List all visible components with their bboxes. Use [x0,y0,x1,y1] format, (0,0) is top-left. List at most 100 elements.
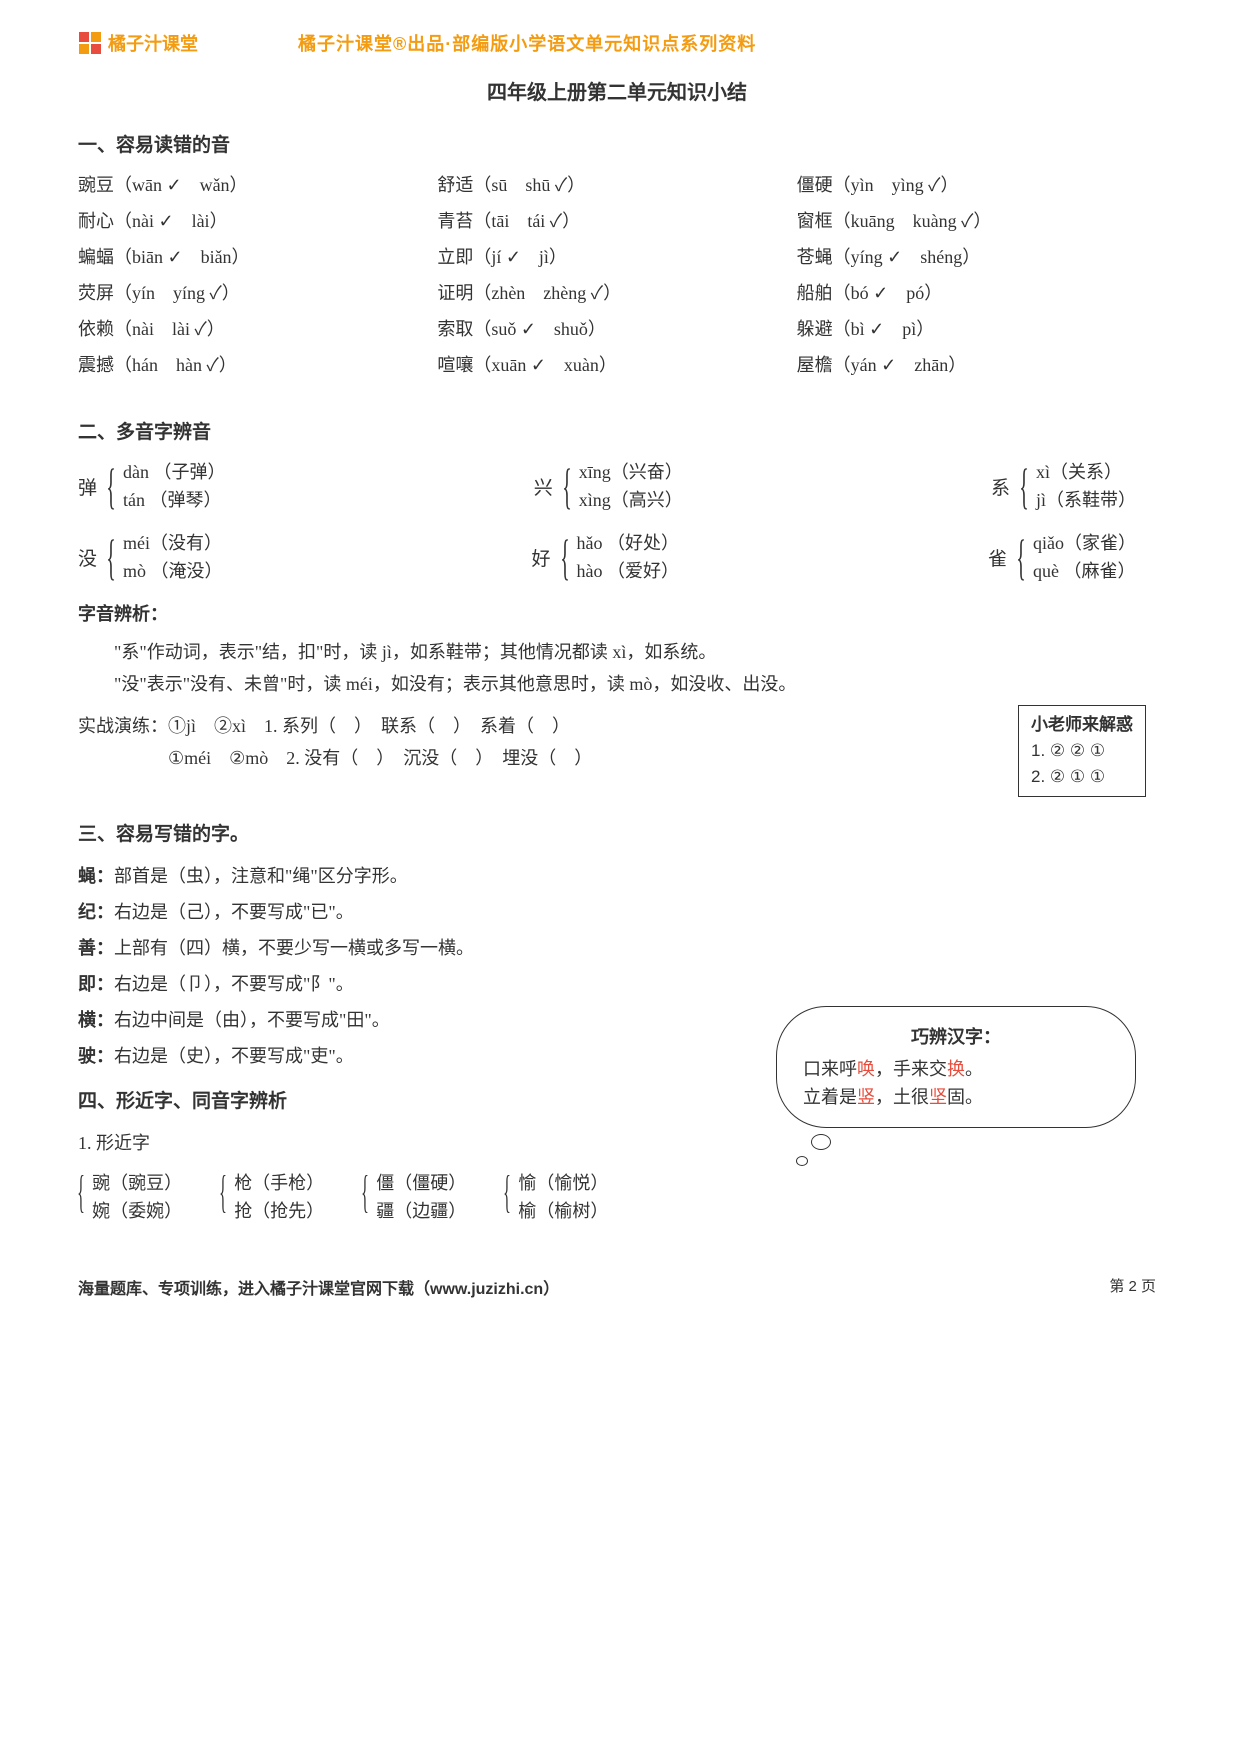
bracket-icon: { [503,1169,511,1215]
pinyin-row: 荧屏（yín yíng ✓） 证明（zhèn zhèng ✓） 船舶（bó ✓ … [78,279,1156,305]
shape-group: { 豌（豌豆） 婉（委婉） [70,1169,182,1225]
duoyin-char: 没 [78,544,99,571]
duoyin-reading: hǎo （好处） [577,529,680,557]
section3-title: 三、容易写错的字。 [78,819,1156,846]
item-text: 右边是（史），不要写成"吏"。 [114,1046,354,1066]
shape-group: { 枪（手枪） 抢（抢先） [212,1169,324,1225]
answer-line: 1. ② ② ① [1031,738,1133,764]
list-item: 即：右边是（卩），不要写成"阝"。 [78,968,1156,1000]
duoyin-group: 系 { xì（关系） jì（系鞋带） [991,458,1136,514]
duoyin-char: 兴 [534,473,555,500]
shape-item: 枪（手枪） [234,1169,324,1197]
bracket-icon: { [106,532,116,582]
cloud-text: 口来呼 [803,1059,857,1079]
pinyin-cell: 荧屏（yín yíng ✓） [78,279,437,305]
duoyin-reading: hào （爱好） [577,557,680,585]
cloud-line: 口来呼唤，手来交换。 [803,1055,1109,1083]
cloud-highlight: 坚 [929,1087,947,1107]
cloud-callout: 巧辨汉字： 口来呼唤，手来交换。 立着是竖，土很坚固。 [776,1006,1136,1128]
logo-text: 橘子汁课堂 [108,30,198,56]
footer-left: 海量题库、专项训练，进入橘子汁课堂官网下载（www.juzizhi.cn） [78,1275,559,1299]
pinyin-cell: 僵硬（yìn yìng ✓） [797,171,1156,197]
item-text: 右边中间是（由），不要写成"田"。 [114,1010,390,1030]
practice-label: 实战演练： [78,716,168,736]
duoyin-reading: méi（没有） [123,529,223,557]
practice-line: 实战演练：①jì ②xì 1. 系列（ ） 联系（ ） 系着（ ） [78,710,1156,742]
answer-line: 2. ② ① ① [1031,764,1133,790]
doc-header: 橘子汁课堂 橘子汁课堂®出品·部编版小学语文单元知识点系列资料 [78,30,1156,56]
logo-icon [78,31,102,55]
page-title: 四年级上册第二单元知识小结 [78,76,1156,105]
pinyin-cell: 船舶（bó ✓ pó） [797,279,1156,305]
practice-q1: ①jì ②xì 1. 系列（ ） 联系（ ） 系着（ ） [168,716,570,736]
bracket-icon: { [106,461,116,511]
pinyin-cell: 舒适（sū shū ✓） [437,171,796,197]
shape-row: { 豌（豌豆） 婉（委婉） { 枪（手枪） 抢（抢先） { 僵（僵硬） 疆（边疆… [70,1169,1156,1225]
pinyin-cell: 苍蝇（yíng ✓ shéng） [797,243,1156,269]
bracket-icon: { [77,1169,85,1215]
shape-item: 抢（抢先） [234,1197,324,1225]
pinyin-cell: 立即（jí ✓ jì） [437,243,796,269]
item-char: 即： [78,974,114,994]
duoyin-group: 好 { hǎo （好处） hào （爱好） [532,529,680,585]
banner-text: 橘子汁课堂®出品·部编版小学语文单元知识点系列资料 [298,30,756,56]
bracket-icon: { [562,461,572,511]
duoyin-row-2: 没 { méi（没有） mò （淹没） 好 { hǎo （好处） hào （爱好… [78,529,1136,585]
pinyin-cell: 青苔（tāi tái ✓） [437,207,796,233]
duoyin-reading: què （麻雀） [1033,557,1136,585]
bracket-icon: { [560,532,570,582]
pinyin-cell: 依赖（nài lài ✓） [78,315,437,341]
shape-item: 榆（榆树） [518,1197,608,1225]
item-char: 横： [78,1010,114,1030]
pinyin-row: 依赖（nài lài ✓） 索取（suǒ ✓ shuǒ） 躲避（bì ✓ pì） [78,315,1156,341]
analysis-line: "系"作动词，表示"结，扣"时，读 jì，如系鞋带；其他情况都读 xì，如系统。 [78,636,1156,668]
shape-item: 疆（边疆） [376,1197,466,1225]
duoyin-row-1: 弹 { dàn （子弹） tán （弹琴） 兴 { xīng（兴奋） xìng（… [78,458,1136,514]
duoyin-reading: jì（系鞋带） [1036,486,1136,514]
item-text: 右边是（卩），不要写成"阝"。 [114,974,354,994]
shape-group: { 愉（愉悦） 榆（榆树） [496,1169,608,1225]
item-char: 驶： [78,1046,114,1066]
pinyin-cell: 豌豆（wān ✓ wǎn） [78,171,437,197]
item-text: 部首是（虫），注意和"绳"区分字形。 [114,866,408,886]
item-text: 上部有（四）横，不要少写一横或多写一横。 [114,938,474,958]
bracket-icon: { [1019,461,1029,511]
duoyin-reading: tán （弹琴） [123,486,226,514]
item-char: 蝇： [78,866,114,886]
pinyin-row: 耐心（nài ✓ lài） 青苔（tāi tái ✓） 窗框（kuāng kuà… [78,207,1156,233]
pinyin-cell: 耐心（nài ✓ lài） [78,207,437,233]
cloud-title: 巧辨汉字： [803,1023,1109,1051]
item-char: 善： [78,938,114,958]
shape-group: { 僵（僵硬） 疆（边疆） [354,1169,466,1225]
pinyin-cell: 震撼（hán hàn ✓） [78,351,437,377]
pinyin-cell: 证明（zhèn zhèng ✓） [437,279,796,305]
cloud-text: 固。 [947,1087,983,1107]
cloud-text: ，土很 [875,1087,929,1107]
bubble-icon [796,1156,808,1166]
bracket-icon: { [1016,532,1026,582]
section4: 巧辨汉字： 口来呼唤，手来交换。 立着是竖，土很坚固。 四、形近字、同音字辨析 … [78,1086,1156,1225]
cloud-text: 立着是 [803,1087,857,1107]
analysis-line: "没"表示"没有、未曾"时，读 méi，如没有；表示其他意思时，读 mò，如没收… [78,668,1156,700]
pinyin-cell: 喧嚷（xuān ✓ xuàn） [437,351,796,377]
shape-item: 僵（僵硬） [376,1169,466,1197]
duoyin-char: 好 [532,544,553,571]
duoyin-reading: xīng（兴奋） [579,458,683,486]
section4-sub: 1. 形近字 [78,1127,1156,1159]
pinyin-row: 蝙蝠（biān ✓ biǎn） 立即（jí ✓ jì） 苍蝇（yíng ✓ sh… [78,243,1156,269]
cloud-highlight: 换 [947,1059,965,1079]
answer-title: 小老师来解惑 [1031,712,1133,738]
list-item: 善：上部有（四）横，不要少写一横或多写一横。 [78,932,1156,964]
shape-item: 豌（豌豆） [92,1169,182,1197]
footer: 海量题库、专项训练，进入橘子汁课堂官网下载（www.juzizhi.cn） 第 … [78,1275,1156,1299]
section1-rows: 豌豆（wān ✓ wǎn） 舒适（sū shū ✓） 僵硬（yìn yìng ✓… [78,171,1156,377]
pinyin-cell: 蝙蝠（biān ✓ biǎn） [78,243,437,269]
cloud-highlight: 竖 [857,1087,875,1107]
duoyin-group: 弹 { dàn （子弹） tán （弹琴） [78,458,226,514]
duoyin-char: 雀 [988,544,1009,571]
pinyin-row: 震撼（hán hàn ✓） 喧嚷（xuān ✓ xuàn） 屋檐（yán ✓ z… [78,351,1156,377]
cloud-highlight: 唤 [857,1059,875,1079]
shape-item: 愉（愉悦） [518,1169,608,1197]
pinyin-cell: 躲避（bì ✓ pì） [797,315,1156,341]
duoyin-group: 没 { méi（没有） mò （淹没） [78,529,223,585]
